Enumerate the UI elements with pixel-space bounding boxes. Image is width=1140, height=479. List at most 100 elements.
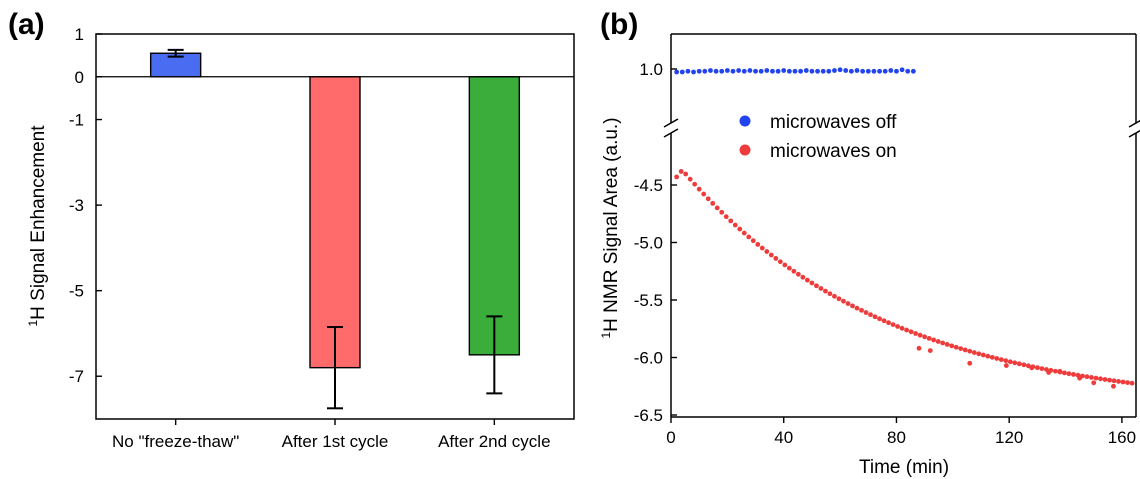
y-axis-title: 1H NMR Signal Area (a.u.) bbox=[599, 117, 622, 338]
y-tick-label: -5.0 bbox=[634, 234, 663, 253]
point-microwaves-off bbox=[815, 68, 820, 74]
point-microwaves-on bbox=[805, 277, 810, 283]
x-tick-label: 120 bbox=[995, 428, 1023, 447]
point-microwaves-on bbox=[935, 339, 941, 344]
point-microwaves-on bbox=[1091, 380, 1097, 386]
point-microwaves-off bbox=[888, 68, 894, 73]
point-microwaves-on bbox=[1062, 370, 1067, 376]
point-microwaves-off bbox=[775, 68, 781, 74]
point-microwaves-on bbox=[1102, 377, 1108, 382]
point-microwaves-on bbox=[1003, 363, 1009, 368]
point-microwaves-on bbox=[1084, 374, 1090, 380]
scatter-points bbox=[674, 67, 1135, 389]
point-microwaves-on bbox=[1111, 383, 1116, 389]
point-microwaves-on bbox=[850, 303, 855, 309]
point-microwaves-on bbox=[962, 347, 968, 353]
point-microwaves-on bbox=[1057, 368, 1063, 374]
legend: microwaves off microwaves on bbox=[739, 112, 897, 162]
point-microwaves-on bbox=[696, 186, 702, 192]
point-microwaves-on bbox=[741, 230, 747, 236]
point-microwaves-on bbox=[1021, 362, 1027, 368]
point-microwaves-off bbox=[877, 68, 882, 74]
point-microwaves-on bbox=[927, 348, 933, 353]
point-microwaves-on bbox=[692, 181, 698, 187]
x-axis-ticks: 0 40 80 120 160 bbox=[666, 417, 1136, 447]
point-microwaves-on bbox=[750, 238, 756, 244]
point-microwaves-on bbox=[931, 337, 937, 343]
point-microwaves-off bbox=[691, 69, 696, 75]
point-microwaves-on bbox=[723, 214, 729, 220]
point-microwaves-off bbox=[871, 68, 877, 74]
point-microwaves-on bbox=[791, 268, 797, 274]
point-microwaves-on bbox=[678, 169, 684, 174]
point-microwaves-off bbox=[674, 69, 680, 75]
panel-b: (b) 1.0-4.5-5.0-5.5-6.0-6.5 0 40 80 120 160 … bbox=[599, 8, 1140, 478]
point-microwaves-on bbox=[1007, 359, 1013, 365]
point-microwaves-off bbox=[747, 68, 753, 73]
x-tick-label: After 2nd cycle bbox=[438, 432, 550, 451]
point-microwaves-off bbox=[741, 68, 747, 74]
point-microwaves-on bbox=[994, 356, 1000, 361]
point-microwaves-on bbox=[949, 343, 955, 349]
point-microwaves-on bbox=[854, 305, 860, 311]
point-microwaves-on bbox=[764, 249, 770, 254]
point-microwaves-on bbox=[814, 283, 819, 289]
point-microwaves-on bbox=[985, 353, 991, 359]
point-microwaves-on bbox=[719, 209, 725, 215]
point-microwaves-off bbox=[792, 68, 798, 74]
point-microwaves-on bbox=[746, 234, 752, 240]
point-microwaves-off bbox=[724, 68, 730, 73]
point-microwaves-on bbox=[904, 327, 909, 333]
point-microwaves-on bbox=[809, 280, 815, 286]
point-microwaves-off bbox=[865, 68, 871, 74]
point-microwaves-off bbox=[826, 68, 832, 74]
point-microwaves-off bbox=[719, 68, 725, 74]
point-microwaves-on bbox=[773, 256, 779, 261]
y-tick-label: -7 bbox=[69, 367, 84, 386]
axis-break-right bbox=[1128, 119, 1140, 128]
point-microwaves-off bbox=[809, 68, 815, 74]
point-microwaves-off bbox=[882, 68, 888, 74]
y-tick-label: 0 bbox=[75, 68, 84, 87]
point-microwaves-on bbox=[1111, 378, 1117, 384]
point-microwaves-off bbox=[702, 68, 708, 74]
point-microwaves-on bbox=[1093, 375, 1099, 381]
point-microwaves-off bbox=[905, 68, 911, 74]
point-microwaves-off bbox=[786, 68, 792, 74]
x-tick-label: 40 bbox=[774, 428, 793, 447]
point-microwaves-on bbox=[1053, 368, 1058, 374]
point-microwaves-off bbox=[854, 68, 860, 73]
point-microwaves-off bbox=[679, 69, 685, 75]
point-microwaves-off bbox=[708, 68, 713, 73]
x-axis-title: Time (min) bbox=[859, 457, 949, 478]
point-microwaves-on bbox=[687, 176, 693, 182]
point-microwaves-on bbox=[795, 271, 801, 277]
point-microwaves-on bbox=[886, 320, 891, 326]
point-microwaves-on bbox=[913, 331, 919, 336]
point-microwaves-off bbox=[713, 68, 719, 74]
point-microwaves-on bbox=[782, 262, 788, 268]
point-microwaves-on bbox=[940, 340, 946, 346]
point-microwaves-off bbox=[899, 67, 905, 73]
point-microwaves-off bbox=[781, 68, 787, 73]
point-microwaves-on bbox=[899, 325, 905, 331]
y-tick-label: -6.0 bbox=[634, 349, 663, 368]
point-microwaves-on bbox=[710, 200, 716, 206]
point-microwaves-on bbox=[958, 346, 964, 352]
x-tick-label: 80 bbox=[887, 428, 906, 447]
point-microwaves-on bbox=[701, 191, 707, 197]
y-tick-label: -5.5 bbox=[634, 291, 663, 310]
point-microwaves-on bbox=[917, 332, 923, 338]
y-tick-label: -6.5 bbox=[634, 406, 663, 425]
point-microwaves-on bbox=[755, 241, 761, 247]
point-microwaves-off bbox=[736, 68, 742, 73]
point-microwaves-on bbox=[890, 322, 896, 328]
point-microwaves-on bbox=[1012, 360, 1018, 366]
point-microwaves-on bbox=[1120, 379, 1126, 385]
point-microwaves-on bbox=[1125, 380, 1130, 385]
y-axis-ticks: 1.0 -4.5 -5.0 -5.5 -6.0 -6.5 bbox=[634, 60, 677, 425]
point-microwaves-on bbox=[976, 351, 982, 357]
point-microwaves-on bbox=[1129, 380, 1135, 386]
point-microwaves-on bbox=[859, 307, 864, 313]
point-microwaves-off bbox=[910, 68, 916, 74]
